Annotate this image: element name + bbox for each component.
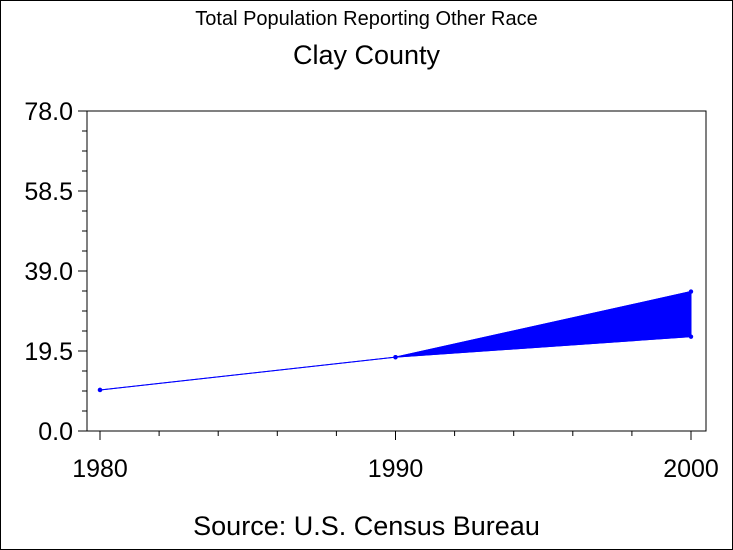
y-tick-label: 0.0 xyxy=(38,418,73,446)
plot-area-border xyxy=(86,110,707,432)
chart-source: Source: U.S. Census Bureau xyxy=(193,511,540,541)
x-tick-label: 2000 xyxy=(663,455,719,483)
chart-title: Total Population Reporting Other Race xyxy=(195,8,538,30)
data-point xyxy=(688,334,694,339)
data-point xyxy=(688,289,694,294)
x-tick-label: 1990 xyxy=(368,455,424,483)
data-point xyxy=(97,387,103,393)
series-line-1 xyxy=(99,336,692,391)
y-tick-label: 39.0 xyxy=(24,258,73,286)
y-tick-label: 19.5 xyxy=(24,338,73,366)
x-tick-label: 1980 xyxy=(72,455,128,483)
chart-subtitle: Clay County xyxy=(292,40,441,70)
y-tick-label: 78.0 xyxy=(24,98,73,126)
y-tick-label: 58.5 xyxy=(24,178,73,206)
data-point xyxy=(393,354,398,360)
